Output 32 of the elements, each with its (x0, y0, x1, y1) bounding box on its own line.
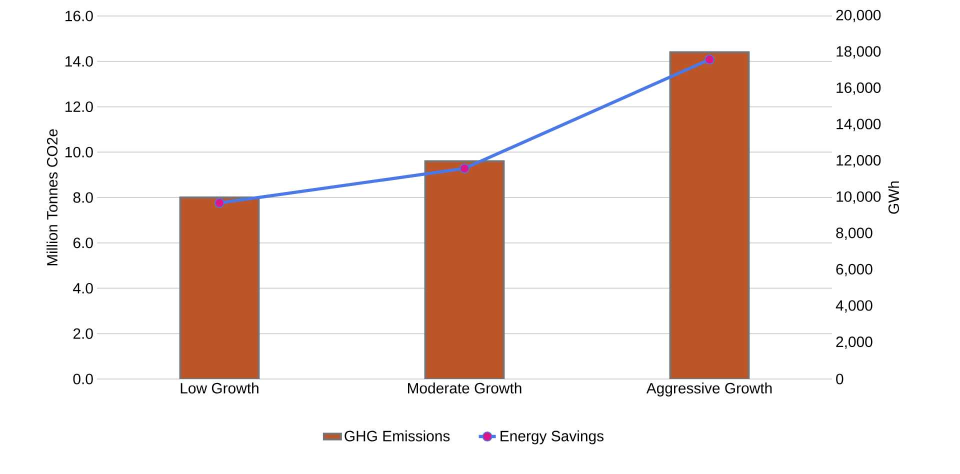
bar (424, 160, 505, 379)
legend-label: Energy Savings (500, 430, 604, 444)
y-tick-label: 4.0 (73, 282, 93, 294)
x-tick-label: Aggressive Growth (646, 382, 772, 396)
point (460, 163, 470, 174)
x-tick-label: Moderate Growth (408, 382, 522, 394)
y2-tick-label: 6,000 (836, 264, 872, 276)
point (214, 198, 225, 208)
y2-tick-label: 10,000 (836, 191, 881, 204)
point (704, 54, 715, 65)
y2-tick-label: 2,000 (836, 336, 872, 349)
y2-tick-label: 20,000 (836, 10, 881, 22)
y-tick-label: 14.0 (66, 56, 93, 67)
legend-label: GHG Emissions (344, 430, 450, 442)
bar (669, 51, 750, 379)
y2-tick-label: 16,000 (836, 82, 881, 95)
x-tick-label: Low Growth (180, 382, 258, 394)
y-tick-label: 0.0 (73, 374, 93, 384)
y-tick-label: 10.0 (66, 146, 93, 158)
y2-axis-title: GWh (888, 181, 900, 214)
y-tick-label: 2.0 (73, 328, 93, 339)
y2-tick-label: 4,000 (836, 300, 872, 313)
y-tick-label: 16.0 (66, 10, 93, 22)
y2-tick-label: 8,000 (836, 228, 872, 240)
y-axis-title: Million Tonnes CO2e (46, 129, 58, 266)
y2-tick-label: 0 (836, 374, 844, 384)
y-tick-label: 12.0 (66, 101, 93, 112)
y2-tick-label: 12,000 (836, 155, 881, 168)
y-tick-label: 8.0 (73, 192, 93, 203)
y2-tick-label: 18,000 (836, 46, 881, 58)
y2-tick-label: 14,000 (836, 118, 881, 132)
y-tick-label: 6.0 (73, 238, 93, 248)
